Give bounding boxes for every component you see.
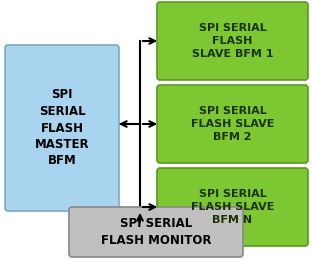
Text: SPI SERIAL
FLASH
SLAVE BFM 1: SPI SERIAL FLASH SLAVE BFM 1 bbox=[192, 23, 273, 59]
FancyBboxPatch shape bbox=[157, 2, 308, 80]
Text: SPI SERIAL
FLASH SLAVE
BFM 2: SPI SERIAL FLASH SLAVE BFM 2 bbox=[191, 106, 274, 142]
Text: SPI SERIAL
FLASH SLAVE
BFM N: SPI SERIAL FLASH SLAVE BFM N bbox=[191, 189, 274, 225]
FancyBboxPatch shape bbox=[5, 45, 119, 211]
FancyBboxPatch shape bbox=[157, 168, 308, 246]
FancyBboxPatch shape bbox=[69, 207, 243, 257]
Text: SPI
SERIAL
FLASH
MASTER
BFM: SPI SERIAL FLASH MASTER BFM bbox=[35, 89, 89, 168]
FancyBboxPatch shape bbox=[157, 85, 308, 163]
Text: SPI SERIAL
FLASH MONITOR: SPI SERIAL FLASH MONITOR bbox=[101, 217, 211, 247]
